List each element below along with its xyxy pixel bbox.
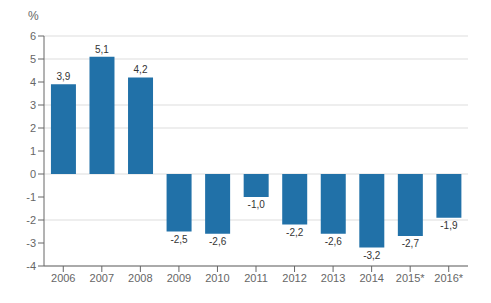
svg-text:1: 1: [30, 145, 36, 157]
svg-text:4: 4: [30, 76, 36, 88]
svg-text:0: 0: [30, 168, 36, 180]
svg-text:2011: 2011: [244, 272, 268, 284]
svg-text:-2,2: -2,2: [286, 227, 304, 238]
svg-text:4,2: 4,2: [134, 64, 148, 75]
svg-text:-2,7: -2,7: [402, 238, 420, 249]
svg-text:3,9: 3,9: [56, 71, 70, 82]
svg-text:-4: -4: [26, 260, 36, 272]
svg-text:-3: -3: [26, 237, 36, 249]
svg-text:2008: 2008: [128, 272, 152, 284]
svg-text:-1,0: -1,0: [248, 199, 266, 210]
svg-text:2009: 2009: [167, 272, 191, 284]
svg-text:2014: 2014: [359, 272, 383, 284]
svg-text:5,1: 5,1: [95, 44, 109, 55]
svg-text:-2: -2: [26, 214, 36, 226]
svg-text:2006: 2006: [51, 272, 75, 284]
svg-text:2013: 2013: [321, 272, 345, 284]
svg-text:2015*: 2015*: [396, 272, 425, 284]
svg-text:2012: 2012: [282, 272, 306, 284]
svg-text:-1: -1: [26, 191, 36, 203]
svg-text:2010: 2010: [205, 272, 229, 284]
svg-text:3: 3: [30, 99, 36, 111]
svg-text:-1,9: -1,9: [440, 220, 458, 231]
svg-text:-2,6: -2,6: [325, 236, 343, 247]
svg-text:2007: 2007: [90, 272, 114, 284]
svg-text:-3,2: -3,2: [363, 250, 381, 261]
svg-text:5: 5: [30, 53, 36, 65]
svg-text:6: 6: [30, 30, 36, 42]
svg-text:2016*: 2016*: [434, 272, 463, 284]
svg-text:-2,6: -2,6: [209, 236, 227, 247]
svg-text:2: 2: [30, 122, 36, 134]
svg-text:-2,5: -2,5: [170, 234, 188, 245]
